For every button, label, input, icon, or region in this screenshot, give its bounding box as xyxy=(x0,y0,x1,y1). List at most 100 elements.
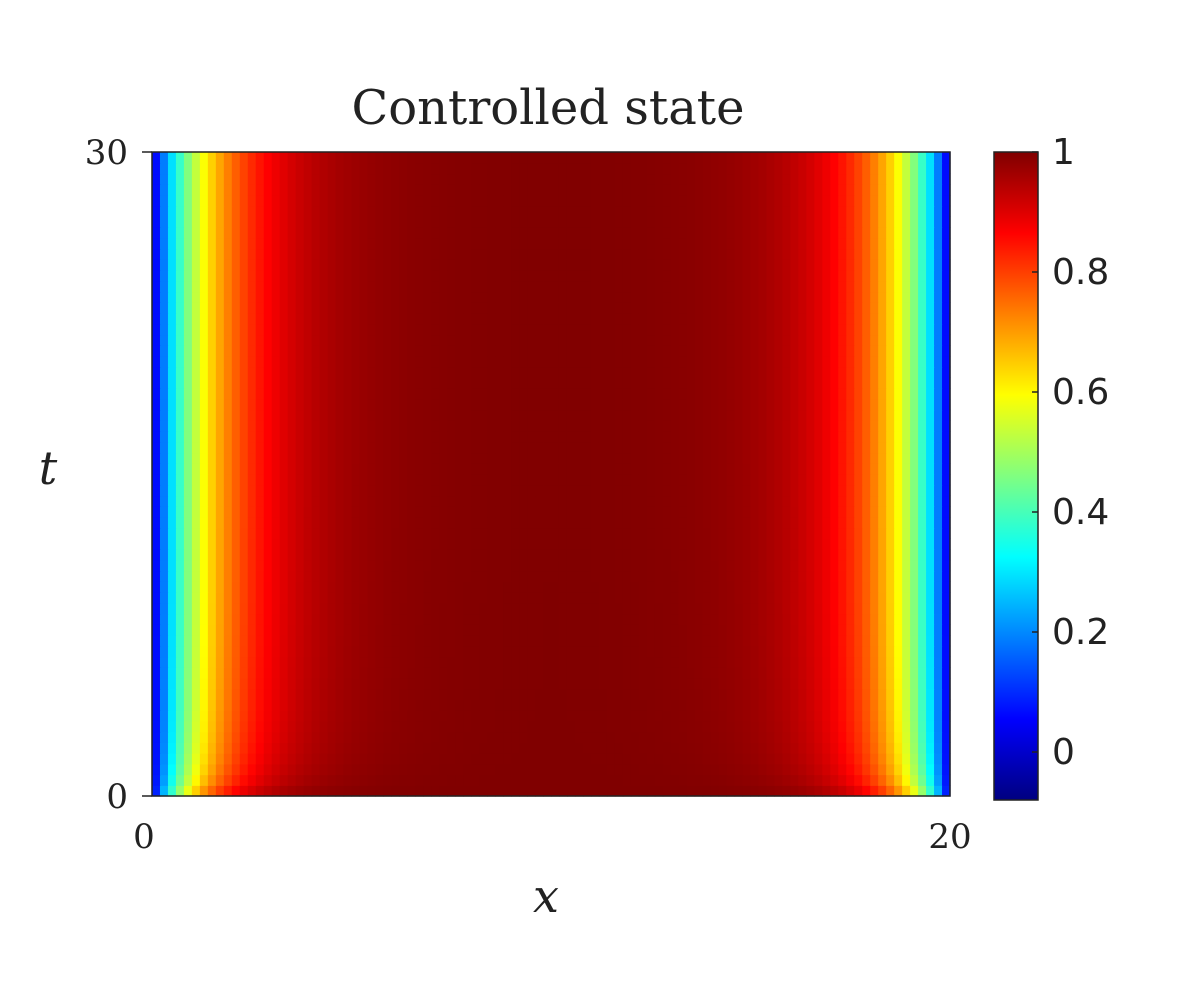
heatmap-cell xyxy=(838,355,847,368)
heatmap-cell xyxy=(774,431,784,443)
heatmap-cell xyxy=(766,323,776,336)
heatmap-cell xyxy=(223,484,233,497)
heatmap-cell xyxy=(798,592,807,604)
heatmap-cell xyxy=(199,355,209,368)
heatmap-cell xyxy=(646,581,656,593)
heatmap-cell xyxy=(479,731,488,743)
heatmap-cell xyxy=(614,431,624,443)
heatmap-cell xyxy=(239,270,249,282)
heatmap-cell xyxy=(431,484,440,497)
heatmap-cell xyxy=(774,688,784,700)
heatmap-cell xyxy=(630,720,640,733)
heatmap-cell xyxy=(191,280,201,293)
heatmap-cell xyxy=(734,624,744,636)
heatmap-cell xyxy=(862,774,871,786)
heatmap-cell xyxy=(782,516,791,529)
heatmap-cell xyxy=(798,763,807,776)
heatmap-cell xyxy=(215,570,225,582)
heatmap-cell xyxy=(535,474,544,486)
heatmap-cell xyxy=(415,677,424,690)
heatmap-cell xyxy=(239,345,249,357)
heatmap-cell xyxy=(902,463,911,475)
heatmap-cell xyxy=(215,774,225,786)
heatmap-cell xyxy=(351,474,361,486)
heatmap-cell xyxy=(598,516,608,529)
heatmap-cell xyxy=(439,645,448,658)
heatmap-cell xyxy=(279,259,289,271)
heatmap-cell xyxy=(183,699,193,711)
heatmap-cell xyxy=(646,302,656,314)
heatmap-cell xyxy=(199,431,209,443)
heatmap-cell xyxy=(734,420,744,432)
heatmap-cell xyxy=(694,549,704,561)
heatmap-cell xyxy=(622,635,632,647)
heatmap-cell xyxy=(926,452,935,464)
heatmap-cell xyxy=(886,377,895,389)
heatmap-cell xyxy=(383,355,392,368)
heatmap-cell xyxy=(271,398,281,411)
heatmap-cell xyxy=(654,635,664,647)
heatmap-cell xyxy=(726,323,736,336)
heatmap-cell xyxy=(255,688,265,700)
heatmap-cell xyxy=(630,774,640,786)
heatmap-cell xyxy=(614,484,624,497)
heatmap-cell xyxy=(543,677,552,690)
heatmap-cell xyxy=(463,710,472,722)
heatmap-cell xyxy=(399,291,408,303)
heatmap-cell xyxy=(742,656,752,668)
heatmap-cell xyxy=(734,774,744,786)
heatmap-cell xyxy=(255,645,265,658)
heatmap-cell xyxy=(574,313,584,325)
heatmap-cell xyxy=(479,345,488,357)
heatmap-cell xyxy=(638,506,648,518)
heatmap-cell xyxy=(758,420,768,432)
heatmap-cell xyxy=(295,484,305,497)
heatmap-cell xyxy=(694,785,704,797)
heatmap-cell xyxy=(303,452,313,464)
heatmap-cell xyxy=(551,484,560,497)
heatmap-cell xyxy=(487,785,496,797)
heatmap-cell xyxy=(774,592,784,604)
heatmap-cell xyxy=(535,774,544,786)
heatmap-cell xyxy=(654,677,664,690)
heatmap-cell xyxy=(854,570,863,582)
heatmap-cell xyxy=(319,463,329,475)
heatmap-cell xyxy=(838,377,847,389)
heatmap-cell xyxy=(303,355,313,368)
heatmap-cell xyxy=(918,667,927,679)
heatmap-cell xyxy=(798,581,807,593)
heatmap-cell xyxy=(598,270,608,282)
heatmap-cell xyxy=(319,377,329,389)
heatmap-cell xyxy=(487,377,496,389)
heatmap-cell xyxy=(662,409,672,421)
heatmap-cell xyxy=(159,431,169,443)
heatmap-cell xyxy=(606,549,616,561)
heatmap-cell xyxy=(646,635,656,647)
heatmap-cell xyxy=(207,377,217,389)
heatmap-cell xyxy=(215,667,225,679)
heatmap-cell xyxy=(710,699,720,711)
heatmap-cell xyxy=(862,602,871,615)
heatmap-cell xyxy=(566,624,576,636)
heatmap-cell xyxy=(359,527,369,539)
heatmap-cell xyxy=(614,345,624,357)
heatmap-cell xyxy=(383,259,392,271)
heatmap-cell xyxy=(311,431,321,443)
heatmap-cell xyxy=(934,291,943,303)
heatmap-cell xyxy=(223,753,233,765)
heatmap-cell xyxy=(463,431,472,443)
heatmap-cell xyxy=(942,420,951,432)
heatmap-cell xyxy=(830,570,839,582)
heatmap-cell xyxy=(806,753,815,765)
heatmap-cell xyxy=(622,474,632,486)
heatmap-cell xyxy=(598,259,608,271)
heatmap-cell xyxy=(303,377,313,389)
heatmap-cell xyxy=(231,635,241,647)
heatmap-cell xyxy=(686,559,696,572)
heatmap-cell xyxy=(870,474,879,486)
heatmap-cell xyxy=(383,774,392,786)
heatmap-cell xyxy=(878,495,887,507)
heatmap-cell xyxy=(215,388,225,400)
heatmap-cell xyxy=(495,763,504,776)
heatmap-cell xyxy=(806,774,815,786)
